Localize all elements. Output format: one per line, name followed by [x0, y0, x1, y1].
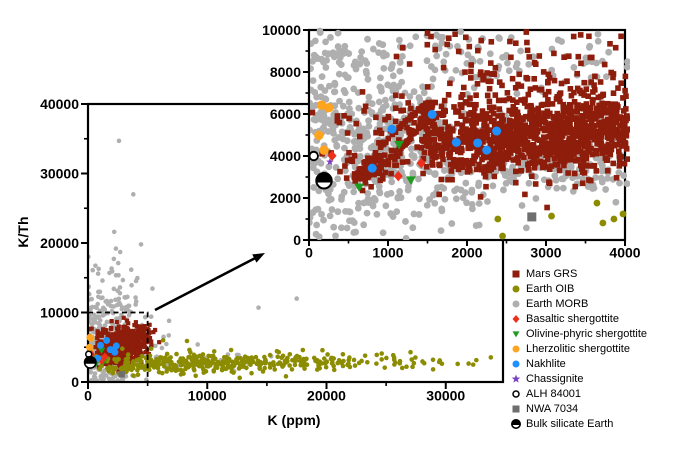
x-axis-title: K (ppm)	[267, 412, 321, 428]
inset-plot-x-tick-label: 0	[305, 244, 313, 260]
legend-item-earth-oib: Earth OIB	[506, 281, 647, 296]
legend-label: Olivine-phyric shergottite	[526, 327, 648, 340]
legend-label: Mars GRS	[526, 267, 578, 280]
legend-label: Bulk silicate Earth	[526, 417, 614, 430]
inset-plot-axes: 0 1000 2000 3000 4000 0 2000 4000 6000 8000 10000	[262, 22, 641, 260]
earth-oib-marker-icon	[512, 285, 520, 292]
series-nwa-7034-main	[118, 371, 125, 378]
zoom-arrow	[154, 254, 261, 312]
legend-item-lherzolitic-shergottite: Lherzolitic shergottite	[506, 341, 647, 356]
series-alh-84001-inset	[308, 150, 319, 162]
series-earth-oib-main	[89, 338, 494, 381]
main-plot-y-tick-label: 30000	[40, 166, 79, 182]
inset-plot-y-tick-label: 4000	[270, 148, 301, 164]
legend-label: Basaltic shergottite	[526, 312, 619, 325]
series-basaltic-shergottite-inset	[327, 150, 426, 182]
series-olivine-phyric-shergottite-inset	[354, 140, 416, 193]
nakhlite-marker-icon	[512, 360, 520, 367]
earth-morb-marker-icon	[512, 300, 520, 307]
main-plot-samples	[83, 333, 125, 378]
legend-item-chassignite: Chassignite	[506, 371, 647, 386]
legend-item-earth-morb: Earth MORB	[506, 296, 647, 311]
legend-label: Nakhlite	[526, 357, 566, 370]
inset-plot-x-tick-label: 3000	[530, 244, 561, 260]
legend-item-nakhlite: Nakhlite	[506, 356, 647, 371]
main-plot-x-tick-label: 30000	[426, 387, 465, 403]
legend-label: NWA 7034	[526, 402, 579, 415]
mars-grs-marker-icon	[512, 270, 520, 277]
series-nwa-7034-inset	[527, 212, 537, 222]
series-mars-grs-inset	[310, 29, 630, 211]
legend-label: Earth OIB	[526, 282, 575, 295]
main-plot-x-tick-label: 20000	[307, 387, 346, 403]
legend-item-basaltic-shergottite: Basaltic shergottite	[506, 311, 647, 326]
legend-item-mars-grs: Mars GRS	[506, 266, 647, 281]
inset-plot-y-tick-label: 0	[293, 232, 301, 248]
legend-item-alh-84001: ALH 84001	[506, 386, 647, 401]
inset-plot-x-tick-label: 2000	[451, 244, 482, 260]
main-plot-x-tick-label: 0	[84, 387, 92, 403]
inset-plot-samples	[308, 100, 537, 222]
legend-item-olivine-phyric-shergottite: Olivine-phyric shergottite	[506, 326, 647, 341]
nwa-7034-marker-icon	[512, 405, 520, 412]
lherzolitic-shergottite-marker-icon	[512, 345, 520, 352]
main-plot-x-tick-label: 10000	[188, 387, 227, 403]
chart-legend: Mars GRS Earth OIB Earth MORB Basaltic sher…	[506, 266, 647, 431]
bulk-silicate-earth-marker-icon	[511, 418, 521, 429]
inset-plot-points	[310, 27, 630, 240]
legend-label: ALH 84001	[526, 387, 582, 400]
main-plot-y-tick-label: 20000	[40, 235, 79, 251]
main-plot-y-tick-label: 0	[71, 374, 79, 390]
inset-plot-y-tick-label: 10000	[262, 22, 301, 38]
main-plot-y-tick-label: 40000	[40, 96, 79, 112]
legend-item-bulk-silicate-earth: Bulk silicate Earth	[506, 416, 647, 431]
series-earth-oib-inset	[494, 199, 627, 240]
series-chassignite-inset	[326, 157, 334, 166]
olivine-phyric-shergottite-marker-icon	[512, 330, 520, 337]
inset-plot-y-tick-label: 2000	[270, 190, 301, 206]
inset-plot-x-tick-label: 4000	[609, 244, 640, 260]
y-axis-title: K/Th	[15, 216, 31, 248]
inset-plot-x-tick-label: 1000	[372, 244, 403, 260]
legend-item-nwa-7034: NWA 7034	[506, 401, 647, 416]
legend-label: Chassignite	[526, 372, 584, 385]
series-bulk-silicate-earth-inset	[315, 172, 333, 190]
series-nakhlite-inset	[367, 109, 502, 173]
basaltic-shergottite-marker-icon	[512, 314, 520, 323]
chassignite-marker-icon	[511, 374, 521, 383]
main-plot-y-tick-label: 10000	[40, 305, 79, 321]
inset-plot-y-tick-label: 6000	[270, 106, 301, 122]
legend-label: Earth MORB	[526, 297, 589, 310]
series-lherzolitic-shergottite-inset	[314, 100, 334, 155]
inset-plot-y-tick-label: 8000	[270, 64, 301, 80]
alh-84001-marker-icon	[512, 389, 520, 398]
series-bulk-silicate-earth-main	[83, 355, 97, 369]
legend-label: Lherzolitic shergottite	[526, 342, 630, 355]
zoom-arrowhead	[252, 253, 265, 263]
